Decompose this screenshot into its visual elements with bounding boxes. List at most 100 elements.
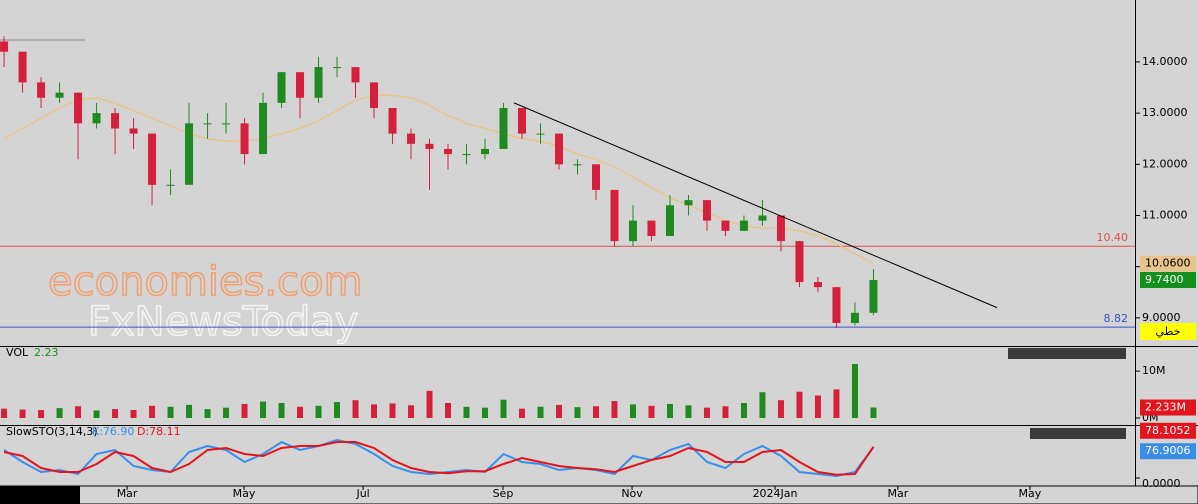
candle-body — [148, 133, 157, 185]
volume-tag-label: 2.233M — [1145, 401, 1186, 414]
volume-bar — [426, 390, 433, 418]
candle-body — [37, 82, 46, 98]
candle-body — [351, 67, 360, 83]
y-tick-label: 11.0000 — [1142, 208, 1188, 221]
volume-bar — [278, 402, 285, 418]
candle-body — [573, 164, 582, 166]
volume-bar — [167, 406, 174, 418]
candle-body — [259, 102, 268, 155]
candle-body — [425, 143, 434, 149]
volume-bar — [352, 400, 359, 418]
stoch-tag — [1140, 443, 1196, 460]
stoch-line — [3, 441, 875, 476]
candle-body — [665, 205, 674, 236]
horizontal-line-label: 10.40 — [1097, 231, 1129, 244]
panel-toolbar[interactable] — [1030, 428, 1126, 439]
volume-bar — [574, 407, 581, 418]
volume-bar — [685, 405, 692, 418]
volume-bar — [297, 406, 304, 418]
volume-bar — [149, 405, 156, 418]
volume-bar — [759, 392, 766, 418]
candle-body — [850, 312, 859, 323]
candle-body — [591, 164, 600, 190]
candle-body — [832, 287, 841, 323]
candle-body — [721, 220, 730, 231]
volume-bar — [482, 407, 489, 418]
stoch-tag-label: 76.9006 — [1145, 444, 1191, 457]
y-tick-label: 12.0000 — [1142, 157, 1188, 170]
volume-bar — [19, 409, 26, 418]
x-tick-label: Mar — [887, 487, 908, 500]
volume-bar — [555, 404, 562, 418]
volume-bar — [408, 405, 415, 418]
volume-bar — [870, 407, 877, 418]
x-tick-label: May — [1019, 487, 1042, 500]
volume-bar — [592, 406, 599, 418]
price-tag — [1140, 255, 1196, 272]
volume-bar — [241, 403, 248, 418]
candle-body — [370, 82, 379, 109]
legend-d: D:78.11 — [137, 425, 181, 438]
volume-bar — [75, 406, 82, 418]
candle-body — [92, 113, 101, 124]
candle-body — [554, 133, 563, 165]
candle-body — [499, 108, 508, 149]
volume-tag — [1140, 399, 1196, 416]
candle-body — [407, 133, 416, 144]
volume-bar — [851, 364, 858, 418]
candle-body — [776, 215, 785, 242]
volume-bar — [93, 410, 100, 418]
volume-bar — [814, 395, 821, 418]
volume-bar — [1, 408, 8, 418]
horizontal-line-label: 8.82 — [1104, 312, 1129, 325]
price-tag — [1140, 271, 1196, 288]
candle-body — [222, 123, 231, 125]
panel-toolbar[interactable] — [1008, 348, 1126, 359]
x-tick-label: Sep — [493, 487, 514, 500]
volume-bar — [629, 404, 636, 418]
candle-body — [481, 148, 490, 155]
panel-value: 2.23 — [34, 346, 59, 359]
candle-body — [314, 67, 323, 98]
candle-body — [795, 241, 804, 283]
panel-title: SlowSTO(3,14,3) — [6, 425, 98, 438]
candle-body — [129, 128, 138, 134]
x-tick-label: Mar — [117, 487, 138, 500]
candle-body — [739, 220, 748, 231]
candle-body — [18, 51, 27, 83]
stoch-tag — [1140, 422, 1196, 439]
volume-bar — [223, 407, 230, 418]
candle-body — [462, 154, 471, 156]
x-tick-label: Jul — [355, 487, 369, 500]
candle-body — [758, 215, 767, 221]
candle-body — [55, 92, 64, 98]
volume-bar — [315, 405, 322, 418]
volume-bar — [537, 406, 544, 418]
line-tag: خطي — [1156, 325, 1181, 338]
candle-body — [0, 41, 9, 52]
price-tag-label: 9.7400 — [1145, 273, 1184, 286]
candle-body — [610, 189, 619, 242]
volume-bar — [186, 404, 193, 418]
volume-bar — [611, 401, 618, 418]
volume-bar — [777, 400, 784, 418]
candle-body — [869, 279, 878, 313]
volume-bar — [371, 404, 378, 418]
candle-body — [684, 200, 693, 206]
candle-body — [647, 220, 656, 236]
volume-bar — [518, 408, 525, 418]
line-tag-box — [1140, 323, 1196, 340]
volume-bar — [334, 402, 341, 418]
volume-bar — [722, 406, 729, 418]
volume-bar — [740, 402, 747, 418]
candle-body — [240, 123, 249, 155]
candle-body — [628, 220, 637, 242]
volume-bar — [703, 407, 710, 418]
volume-bar — [648, 405, 655, 418]
y-tick-label: 14.0000 — [1142, 55, 1188, 68]
candle-body — [74, 92, 83, 124]
candle-body — [296, 72, 305, 98]
x-tick-label: 2024Jan — [753, 487, 798, 500]
volume-bar — [112, 409, 119, 418]
